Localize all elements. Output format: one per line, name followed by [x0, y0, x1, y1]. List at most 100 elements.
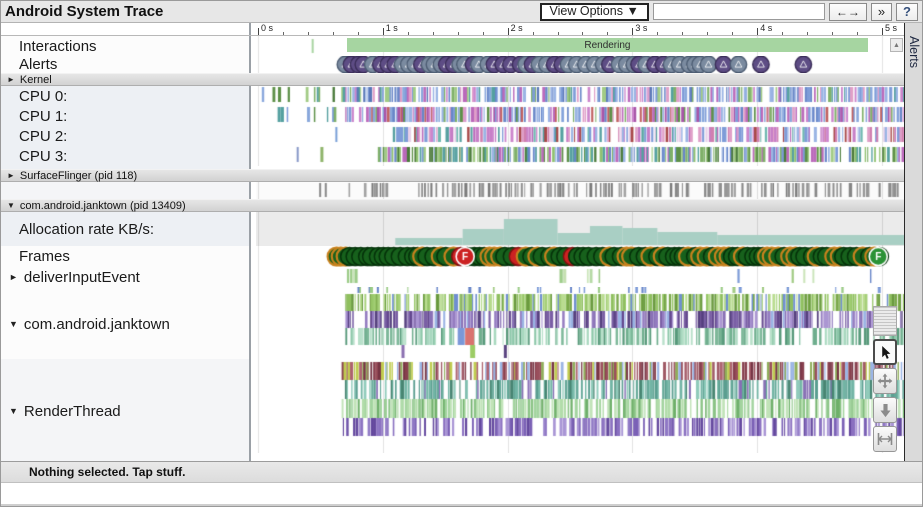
- analysis-panel[interactable]: [1, 483, 922, 506]
- ruler-label-spacer: [1, 23, 251, 35]
- selection-mode-button[interactable]: [873, 339, 897, 365]
- ruler-major-tick: [507, 28, 509, 35]
- ruler-tick-label: 0 s: [261, 23, 274, 33]
- row-label-alerts: Alerts: [1, 56, 251, 73]
- left-arrow-icon: ←: [835, 4, 848, 19]
- ruler-minor-tick: [607, 32, 609, 35]
- row-label-cpu1: CPU 1:: [1, 106, 251, 126]
- row-label-surfaceflinger-track: [1, 182, 251, 199]
- ruler-minor-tick: [582, 32, 584, 35]
- alerts-side-tab[interactable]: Alerts: [904, 23, 922, 461]
- ruler-major-tick: [882, 28, 883, 35]
- search-input[interactable]: [652, 3, 825, 20]
- row-label-frames: Frames: [1, 246, 251, 267]
- help-button[interactable]: ?: [896, 2, 918, 21]
- row-label-janktown-thread[interactable]: ▼ com.android.janktown: [1, 287, 251, 359]
- scroll-up-button[interactable]: ▲: [890, 38, 903, 52]
- header-controls: View Options ▼ ← → » ?: [539, 2, 922, 21]
- renderthread-row: ▼ RenderThread: [1, 359, 906, 453]
- section-header-kernel[interactable]: ► Kernel: [1, 73, 906, 86]
- ruler-minor-tick: [832, 32, 834, 35]
- ruler-minor-tick: [707, 32, 709, 35]
- cpu2-row: CPU 2:: [1, 126, 906, 146]
- ruler-tick-label: 3 s: [635, 23, 648, 33]
- ruler-row: 0 s 1 s 2 s 3 s 4 s 5 s: [1, 23, 906, 36]
- row-label-cpu0: CPU 0:: [1, 86, 251, 106]
- row-label-cpu2: CPU 2:: [1, 126, 251, 146]
- measure-horizontal-icon: [877, 433, 893, 445]
- ruler-minor-tick: [682, 32, 684, 35]
- cpu1-track[interactable]: [256, 106, 906, 126]
- up-arrow-icon: ▲: [893, 42, 900, 49]
- ruler-minor-tick: [482, 32, 484, 35]
- ruler-minor-tick: [332, 32, 334, 35]
- ruler-minor-tick: [807, 32, 809, 35]
- ruler-tick-label: 1 s: [385, 23, 398, 33]
- row-label-deliverinputevent[interactable]: ► deliverInputEvent: [1, 267, 251, 287]
- rendering-interaction-bar[interactable]: Rendering: [346, 38, 869, 52]
- ruler-minor-tick: [532, 32, 534, 35]
- page-title: Android System Trace: [5, 3, 164, 20]
- pan-icon: [877, 373, 893, 389]
- section-header-surfaceflinger[interactable]: ► SurfaceFlinger (pid 118): [1, 169, 906, 182]
- title-bar: Android System Trace View Options ▼ ← → »…: [1, 1, 922, 23]
- alerts-track[interactable]: [256, 56, 906, 73]
- frames-row: Frames: [1, 246, 906, 267]
- cpu0-track[interactable]: [256, 86, 906, 106]
- alerts-row: Alerts: [1, 56, 906, 73]
- ruler-minor-tick: [432, 32, 434, 35]
- status-bar: Nothing selected. Tap stuff.: [1, 461, 922, 483]
- ruler-tick-label: 4 s: [760, 23, 773, 33]
- ruler-minor-tick: [407, 32, 409, 35]
- trace-main-area: 0 s 1 s 2 s 3 s 4 s 5 s Interactions Renderin…: [1, 23, 922, 461]
- ruler-major-tick: [632, 28, 634, 35]
- expand-arrow-icon: ►: [9, 272, 18, 282]
- ruler-major-tick: [757, 28, 759, 35]
- down-arrow-icon: [879, 403, 891, 417]
- ruler-minor-tick: [282, 32, 284, 35]
- collapse-arrow-icon: ▼: [7, 201, 15, 210]
- zoom-mode-button[interactable]: [873, 397, 897, 423]
- timing-mode-button[interactable]: [873, 426, 897, 452]
- renderthread-track[interactable]: [256, 359, 906, 453]
- surfaceflinger-row: [1, 182, 906, 199]
- janktown-thread-track[interactable]: [256, 287, 906, 359]
- ruler-major-tick: [382, 28, 384, 35]
- allocation-rate-track[interactable]: [256, 212, 906, 246]
- collapse-arrow-icon: ▼: [9, 406, 18, 416]
- expand-arrow-icon: ►: [7, 171, 15, 180]
- ruler-minor-tick: [657, 32, 659, 35]
- ruler-tick-label: 5 s: [885, 23, 898, 33]
- frames-track[interactable]: [256, 246, 906, 267]
- row-label-allocation: Allocation rate KB/s:: [1, 212, 251, 246]
- view-options-button[interactable]: View Options ▼: [539, 2, 649, 21]
- section-header-janktown-process[interactable]: ▼ com.android.janktown (pid 13409): [1, 199, 906, 212]
- time-ruler[interactable]: 0 s 1 s 2 s 3 s 4 s 5 s: [256, 23, 906, 35]
- toolbar-drag-handle[interactable]: [873, 306, 897, 336]
- allocation-row: Allocation rate KB/s:: [1, 212, 906, 246]
- cpu1-row: CPU 1:: [1, 106, 906, 126]
- cpu3-track[interactable]: [256, 146, 906, 166]
- ruler-minor-tick: [857, 32, 859, 35]
- row-label-renderthread[interactable]: ▼ RenderThread: [1, 359, 251, 453]
- ruler-minor-tick: [357, 32, 359, 35]
- pan-mode-button[interactable]: [873, 368, 897, 394]
- pan-left-right-button[interactable]: ← →: [828, 2, 867, 21]
- expand-arrow-icon: ►: [7, 75, 15, 84]
- ruler-tick-label: 2 s: [510, 23, 523, 33]
- spacer-row: [1, 166, 906, 169]
- deliverinputevent-track[interactable]: [256, 267, 906, 287]
- ruler-major-tick: [258, 28, 259, 35]
- ruler-minor-tick: [557, 32, 559, 35]
- expand-button[interactable]: »: [870, 2, 893, 21]
- ruler-minor-tick: [732, 32, 734, 35]
- collapse-arrow-icon: ▼: [9, 319, 18, 329]
- mode-toolbar: [873, 306, 897, 455]
- cpu2-track[interactable]: [256, 126, 906, 146]
- right-arrow-icon: →: [847, 4, 860, 19]
- deliverinputevent-row: ► deliverInputEvent: [1, 267, 906, 287]
- janktown-thread-row: ▼ com.android.janktown: [1, 287, 906, 359]
- surfaceflinger-track[interactable]: [256, 182, 906, 199]
- ruler-minor-tick: [782, 32, 784, 35]
- row-label-cpu3: CPU 3:: [1, 146, 251, 166]
